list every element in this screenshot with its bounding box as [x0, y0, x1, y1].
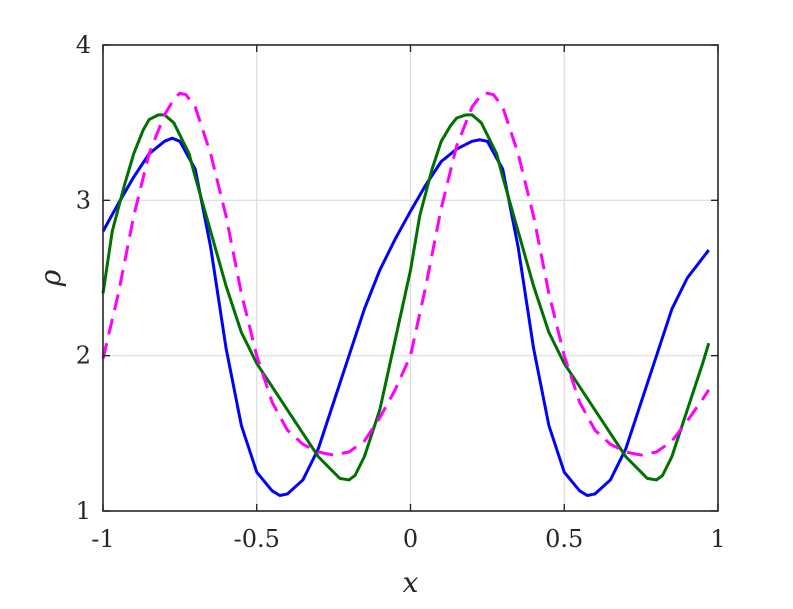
- y-tick-label: 1: [76, 497, 91, 525]
- x-axis-label: x: [403, 566, 419, 599]
- x-tick-label: -0.5: [234, 525, 280, 553]
- x-tick-label: 0: [403, 525, 418, 553]
- y-axis-label: ρ: [34, 269, 67, 287]
- y-tick-label: 4: [76, 31, 91, 59]
- y-tick-label: 3: [76, 186, 91, 214]
- series-line-3: [101, 91, 711, 457]
- x-tick-label: 0.5: [545, 525, 583, 553]
- y-tick-label: 2: [76, 342, 91, 370]
- series-group: [101, 91, 711, 497]
- x-tick-label: -1: [91, 525, 114, 553]
- series-line-2: [101, 113, 711, 482]
- x-tick-label: 1: [710, 525, 725, 553]
- axis-ticks: -1 -0.5 0 0.5 1 1 2 3 4: [76, 31, 726, 553]
- grid: [103, 45, 718, 511]
